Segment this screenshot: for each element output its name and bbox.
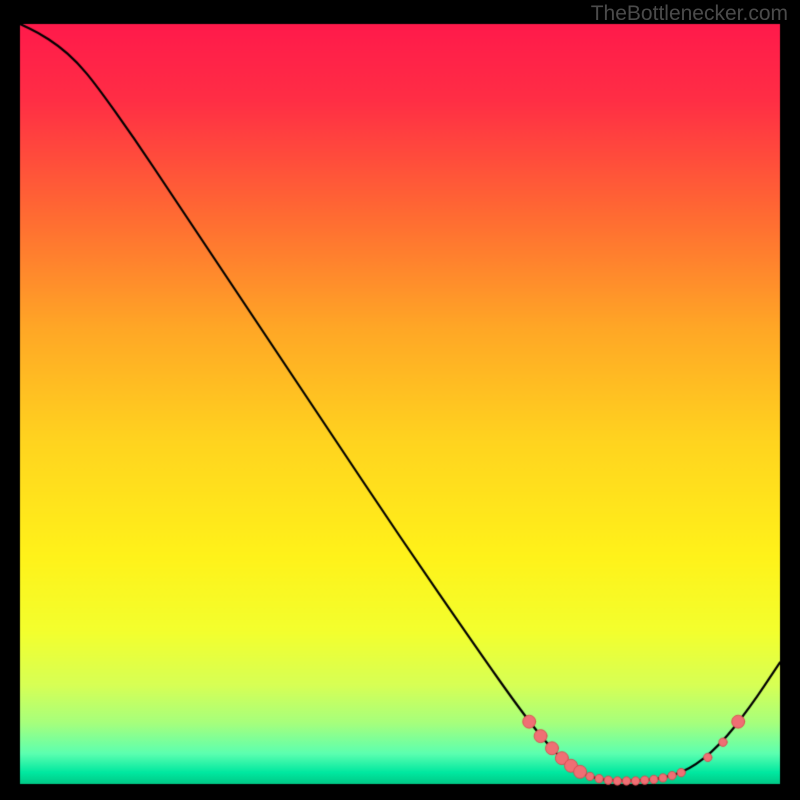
chart-container: TheBottlenecker.com: [0, 0, 800, 800]
bottleneck-curve-chart: [0, 0, 800, 800]
